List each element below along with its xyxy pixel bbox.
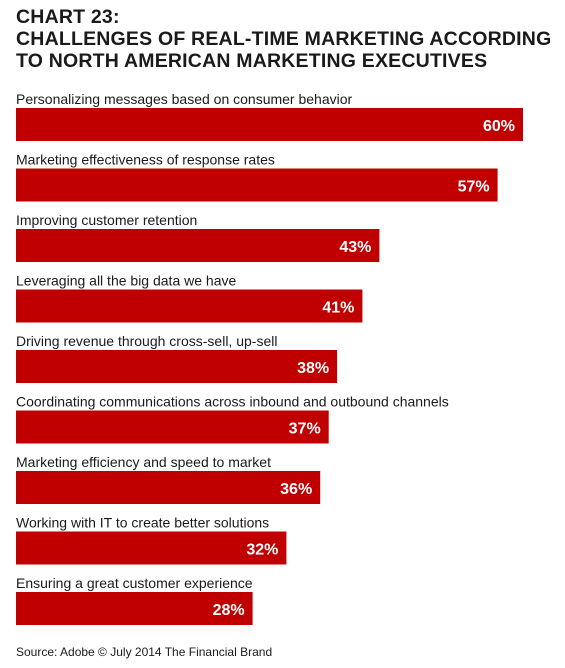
value-label: 36% [280, 481, 312, 498]
bar [16, 108, 523, 141]
bar [16, 229, 380, 262]
bar [16, 471, 321, 504]
category-label: Coordinating communications across inbou… [16, 394, 449, 410]
category-label: Personalizing messages based on consumer… [16, 91, 353, 107]
value-label: 28% [213, 602, 245, 619]
value-label: 32% [246, 542, 278, 559]
value-label: 57% [458, 179, 490, 196]
category-label: Leveraging all the big data we have [16, 273, 236, 289]
bar [16, 531, 287, 565]
bar [16, 289, 363, 323]
chart-title-line-2: CHALLENGES OF REAL-TIME MARKETING ACCORD… [16, 28, 552, 50]
chart-title-line-1: CHART 23: [16, 6, 120, 28]
value-label: 41% [322, 300, 354, 317]
bar [16, 410, 329, 444]
value-label: 38% [297, 360, 329, 377]
value-label: 37% [289, 421, 321, 438]
value-label: 43% [339, 239, 371, 256]
category-label: Marketing effectiveness of response rate… [16, 152, 275, 168]
bar [16, 168, 498, 202]
category-label: Marketing efficiency and speed to market [16, 454, 271, 470]
category-label: Driving revenue through cross-sell, up-s… [16, 333, 277, 349]
value-label: 60% [483, 118, 515, 135]
chart-title: CHART 23: CHALLENGES OF REAL-TIME MARKET… [16, 6, 556, 72]
category-label: Ensuring a great customer experience [16, 575, 253, 591]
category-label: Improving customer retention [16, 212, 197, 228]
source-note: Source: Adobe © July 2014 The Financial … [16, 645, 273, 659]
bar [16, 592, 253, 625]
bar [16, 350, 338, 383]
category-label: Working with IT to create better solutio… [16, 515, 269, 531]
chart-title-line-3: TO NORTH AMERICAN MARKETING EXECUTIVES [16, 50, 488, 72]
